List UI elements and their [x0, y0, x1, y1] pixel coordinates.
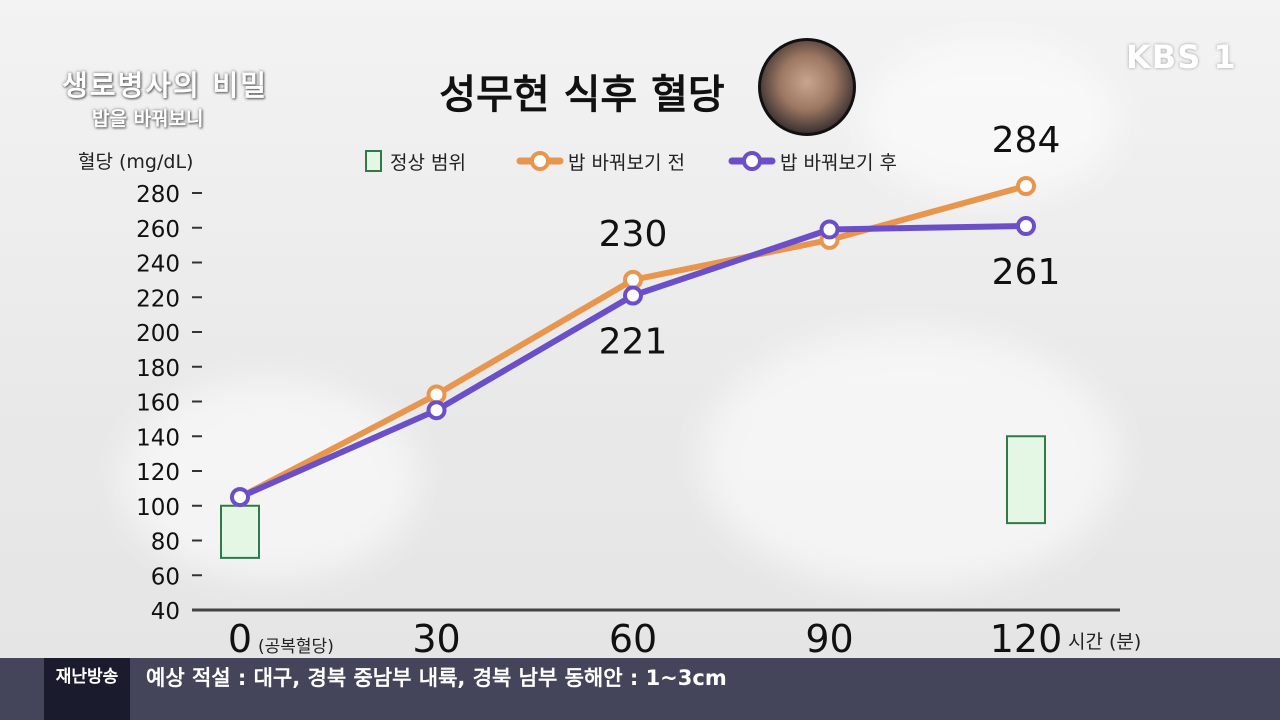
- show-logo: 생로병사의 비밀 밥을 바꿔보니: [62, 40, 272, 130]
- y-tick-label: 180: [136, 356, 180, 382]
- x-tick-note: (공복혈당): [258, 637, 334, 657]
- x-tick-label: 0: [228, 617, 252, 658]
- y-tick-label: 280: [136, 182, 180, 208]
- blood-sugar-chart: 성무현 식후 혈당 혈당 (mg/dL) 정상 범위 밥 바꿔보기 전 밥 바꿔…: [78, 72, 1141, 658]
- avatar: [758, 38, 856, 136]
- y-tick-label: 100: [136, 495, 180, 521]
- x-tick-label: 90: [805, 617, 853, 658]
- data-point-after: [230, 487, 250, 508]
- legend-label-after: 밥 바꿔보기 후: [780, 152, 897, 174]
- data-label: 284: [992, 120, 1061, 161]
- y-tick-label: 40: [151, 599, 180, 625]
- y-tick-label: 80: [151, 530, 180, 556]
- ticker-message: 예상 적설 : 대구, 경북 중남부 내륙, 경북 남부 동해안 : 1~3cm: [146, 666, 727, 690]
- data-point-after: [819, 219, 840, 240]
- background-blob: [860, 40, 1120, 200]
- y-tick-label: 60: [151, 564, 180, 590]
- legend-label-before: 밥 바꿔보기 전: [568, 152, 685, 174]
- x-axis: 0 30 60 90 120 (공복혈당): [228, 617, 1062, 658]
- data-label: 230: [599, 214, 668, 255]
- data-point-after: [426, 400, 447, 421]
- data-point-before: [1016, 176, 1036, 197]
- y-axis-label: 혈당 (mg/dL): [78, 151, 193, 173]
- data-labels: 230 284 221 261: [599, 120, 1061, 362]
- y-tick-label: 260: [136, 217, 180, 243]
- y-axis: 40 60 80 100 120 140 160 180 200 220 240 260 280: [136, 182, 202, 625]
- normal-range-boxes: [220, 435, 1046, 559]
- legend-marker-before: [530, 151, 550, 171]
- x-tick-label: 120: [990, 617, 1063, 658]
- legend: 정상 범위 밥 바꿔보기 전 밥 바꿔보기 후: [365, 150, 897, 174]
- episode-title: 밥을 바꿔보니: [92, 108, 204, 130]
- channel-logo: KBS 1: [1126, 38, 1237, 76]
- legend-swatch-normal-range: [365, 150, 382, 172]
- chart-title: 성무현 식후 혈당: [439, 72, 725, 118]
- legend-label-normal-range: 정상 범위: [390, 152, 466, 174]
- ticker-tag: 재난방송: [44, 658, 130, 720]
- data-point-before: [623, 269, 643, 290]
- x-axis-label: 시간 (분): [1068, 631, 1141, 653]
- data-point-after: [1016, 216, 1036, 237]
- data-point-before: [426, 384, 447, 405]
- data-label: 261: [992, 252, 1061, 293]
- background-blob: [700, 330, 1120, 590]
- series-lines: [230, 176, 1036, 508]
- x-tick-label: 30: [412, 617, 460, 658]
- y-tick-label: 160: [136, 391, 180, 417]
- normal-range-box: [1006, 435, 1046, 525]
- y-tick-label: 140: [136, 425, 180, 451]
- y-tick-label: 120: [136, 460, 180, 486]
- data-point-after: [623, 285, 643, 306]
- legend-marker-after: [742, 151, 762, 171]
- news-ticker: 재난방송 예상 적설 : 대구, 경북 중남부 내륙, 경북 남부 동해안 : …: [0, 658, 1280, 720]
- y-tick-label: 200: [136, 321, 180, 347]
- show-title: 생로병사의 비밀: [62, 69, 269, 102]
- y-tick-label: 220: [136, 286, 180, 312]
- data-label: 221: [599, 322, 668, 363]
- y-tick-label: 240: [136, 252, 180, 278]
- normal-range-box: [220, 504, 260, 559]
- x-tick-label: 60: [609, 617, 657, 658]
